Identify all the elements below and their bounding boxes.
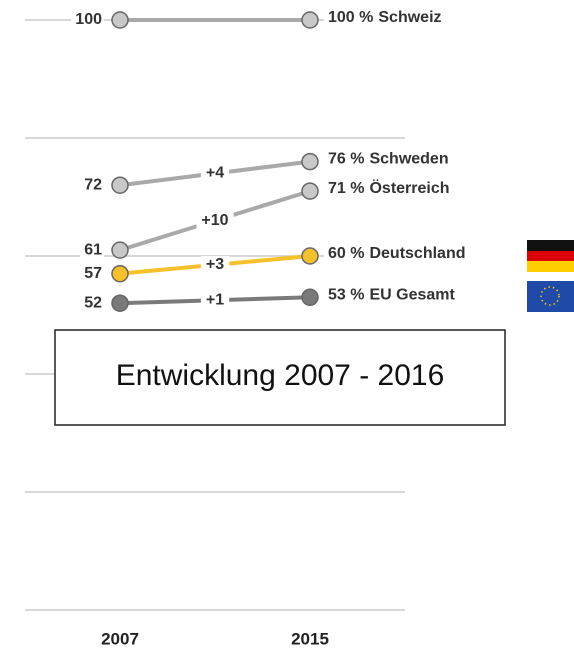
point: [301, 11, 319, 29]
flag-eu: [527, 281, 574, 312]
value-label: 71 %: [328, 180, 364, 197]
end-label: 60 % Deutschland: [328, 245, 465, 262]
value-label-bg: [71, 11, 105, 29]
point: [111, 11, 129, 29]
point: [111, 294, 129, 312]
end-label-bg: [324, 286, 458, 304]
point: [301, 182, 319, 200]
legend-label: Österreich: [369, 178, 449, 197]
value-label: 53 %: [328, 287, 364, 304]
value-label: 100: [75, 11, 102, 28]
legend-label: EU Gesamt: [369, 287, 455, 304]
point: [111, 264, 129, 283]
value-label-bg: [80, 294, 105, 312]
end-label-bg: [324, 178, 452, 198]
point: [301, 152, 319, 171]
change-label-bg: [196, 211, 234, 229]
change-label: +1: [206, 291, 224, 308]
change-label-bg: [200, 164, 230, 182]
value-label: 72: [84, 176, 102, 193]
point: [111, 241, 129, 259]
value-label: 76 %: [328, 151, 364, 168]
marks: 100 100 % Schweiz +4 72 76 % Schweden +10 61 71 %…: [71, 9, 468, 312]
flag-germany: [527, 240, 574, 272]
annotation: Entwicklung 2007 - 2016: [116, 359, 445, 392]
change-label: +10: [201, 212, 228, 229]
value-label-bg: [80, 176, 105, 194]
point: [301, 288, 319, 307]
legend-label: Deutschland: [369, 245, 465, 262]
end-label: 100 % Schweiz: [328, 9, 442, 26]
legend-label: Schweden: [369, 151, 448, 168]
end-label-bg: [324, 150, 451, 168]
end-label: 76 % Schweden: [328, 151, 449, 168]
value-label: 100 %: [328, 9, 373, 26]
value-label-bg: [80, 241, 105, 259]
value-label: 57: [84, 265, 102, 282]
value-label: 52: [84, 294, 102, 311]
point: [301, 247, 319, 265]
legend-label: Schweiz: [378, 9, 441, 26]
change-label: +3: [206, 256, 224, 273]
x-tick-label: 2007: [101, 629, 139, 648]
end-label: 53 % EU Gesamt: [328, 287, 456, 304]
grid: [25, 19, 405, 611]
change-label-bg: [200, 256, 230, 274]
annotation-box: [54, 329, 506, 426]
point: [111, 176, 129, 194]
end-label: 71 % Österreich: [328, 178, 450, 197]
change-label-bg: [200, 291, 230, 309]
end-label-bg: [324, 245, 468, 263]
end-label-bg: [324, 9, 444, 27]
change-label: +4: [206, 165, 224, 182]
value-label: 60 %: [328, 245, 364, 262]
value-label: 61: [84, 241, 102, 258]
value-label-bg: [80, 264, 105, 282]
x-tick-label: 2015: [291, 629, 329, 648]
